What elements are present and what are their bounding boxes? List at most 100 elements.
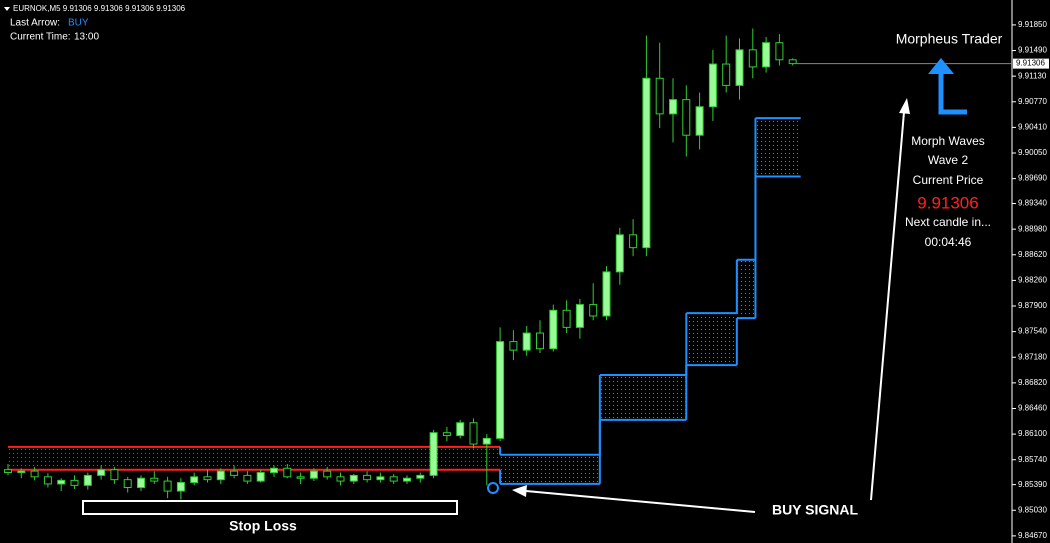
stop-loss-box [82,500,458,515]
candle-body [642,77,651,249]
y-tick-label: 9.88260 [1018,276,1047,285]
candle-body [243,474,252,482]
y-tick-label: 9.86100 [1018,429,1047,438]
band-fill [755,118,801,177]
candle-body [522,332,531,351]
y-tick-label: 9.87180 [1018,352,1047,361]
candle-body [270,467,278,474]
pointer-arrow [870,111,905,501]
candle-body [416,474,425,479]
panel-line: Current Price [913,173,984,187]
candle-body [389,476,398,482]
candle-body [4,469,12,474]
stop-loss-label: Stop Loss [229,518,297,534]
candle-body [376,476,385,481]
candle-body [256,472,265,482]
y-tick-label: 9.87900 [1018,301,1047,310]
buy-arrow-icon [487,482,499,494]
band-fill [8,446,501,470]
symbol-line: EURNOK,M5 9.91306 9.91306 9.91306 9.9130… [13,4,186,13]
current-price-label: 9.91306 [1016,59,1045,68]
buy-signal-label: BUY SIGNAL [772,502,859,518]
candle-body [442,432,451,437]
panel-line: Morph Waves [911,134,985,148]
candle-body [137,477,145,488]
candle-body [176,482,185,492]
signal-arrow [525,490,756,513]
candle-body [708,63,717,108]
candle-body [323,470,332,478]
y-tick-label: 9.86460 [1018,404,1047,413]
candle-body [722,63,731,86]
candle-body [615,234,624,273]
candle-body [403,477,411,482]
panel-line: Next candle in... [905,215,991,229]
candle-body [30,470,39,478]
candle-body [469,422,478,445]
band-fill [736,259,756,319]
candle-body [509,341,518,351]
band-fill [500,454,600,484]
candle-body [748,49,757,68]
candles [4,28,797,500]
y-tick-label: 9.91130 [1018,71,1047,80]
candle-body [190,476,199,484]
y-tick-label: 9.90410 [1018,122,1047,131]
candle-body [150,477,159,482]
y-tick-label: 9.89340 [1018,199,1047,208]
candle-body [123,479,132,488]
candle-body [429,432,438,476]
candle-body [602,271,611,317]
bands [8,117,801,485]
candle-body [296,476,305,479]
up-arrow-icon [938,72,967,115]
current-time-label: Current Time: [10,32,71,43]
candle-body [336,476,345,482]
up-arrow-head [928,58,954,74]
y-tick-label: 9.86820 [1018,378,1047,387]
candle-body [482,437,491,445]
panel-countdown: 00:04:46 [925,235,972,249]
y-tick-label: 9.88980 [1018,224,1047,233]
candle-body [536,332,544,350]
candle-body [788,59,797,65]
band-fill [686,313,737,366]
candle-body [575,304,584,328]
symbol-menu-icon[interactable] [4,7,10,11]
candle-body [655,77,664,115]
candle-body [363,474,372,481]
y-tick-label: 9.91850 [1018,20,1047,29]
signal-arrow-head [512,485,527,497]
last-arrow-value: BUY [68,18,89,29]
candle-body [70,479,79,486]
candle-body [163,480,172,492]
y-tick-label: 9.85030 [1018,505,1047,514]
candle-body [629,234,638,249]
candle-body [549,309,558,350]
y-tick-label: 9.90770 [1018,97,1047,106]
candle-body [309,470,318,479]
candle-body [349,474,358,482]
candle-body [110,469,119,481]
y-tick-label: 9.91490 [1018,46,1047,55]
candle-body [682,99,691,136]
candle-body [735,49,744,86]
candle-body [230,470,239,476]
y-tick-label: 9.88620 [1018,250,1047,259]
candle-body [669,99,677,115]
candle-body [589,304,598,317]
last-arrow-label: Last Arrow: [10,18,60,29]
y-tick-label: 9.87540 [1018,327,1047,336]
candle-body [57,479,66,485]
current-price-tag [1013,58,1049,69]
panel-title: Morpheus Trader [896,31,1003,47]
candle-body [562,309,571,328]
candle-body [775,42,784,61]
price-axis: 9.91850 9.91490 9.91130 9.90770 9.90410 9.900… [796,20,1049,540]
candle-body [283,467,292,478]
pointer-arrow-head [899,98,910,114]
y-tick-label: 9.85740 [1018,455,1047,464]
candle-body [762,42,771,68]
current-time-value: 13:00 [74,32,99,43]
